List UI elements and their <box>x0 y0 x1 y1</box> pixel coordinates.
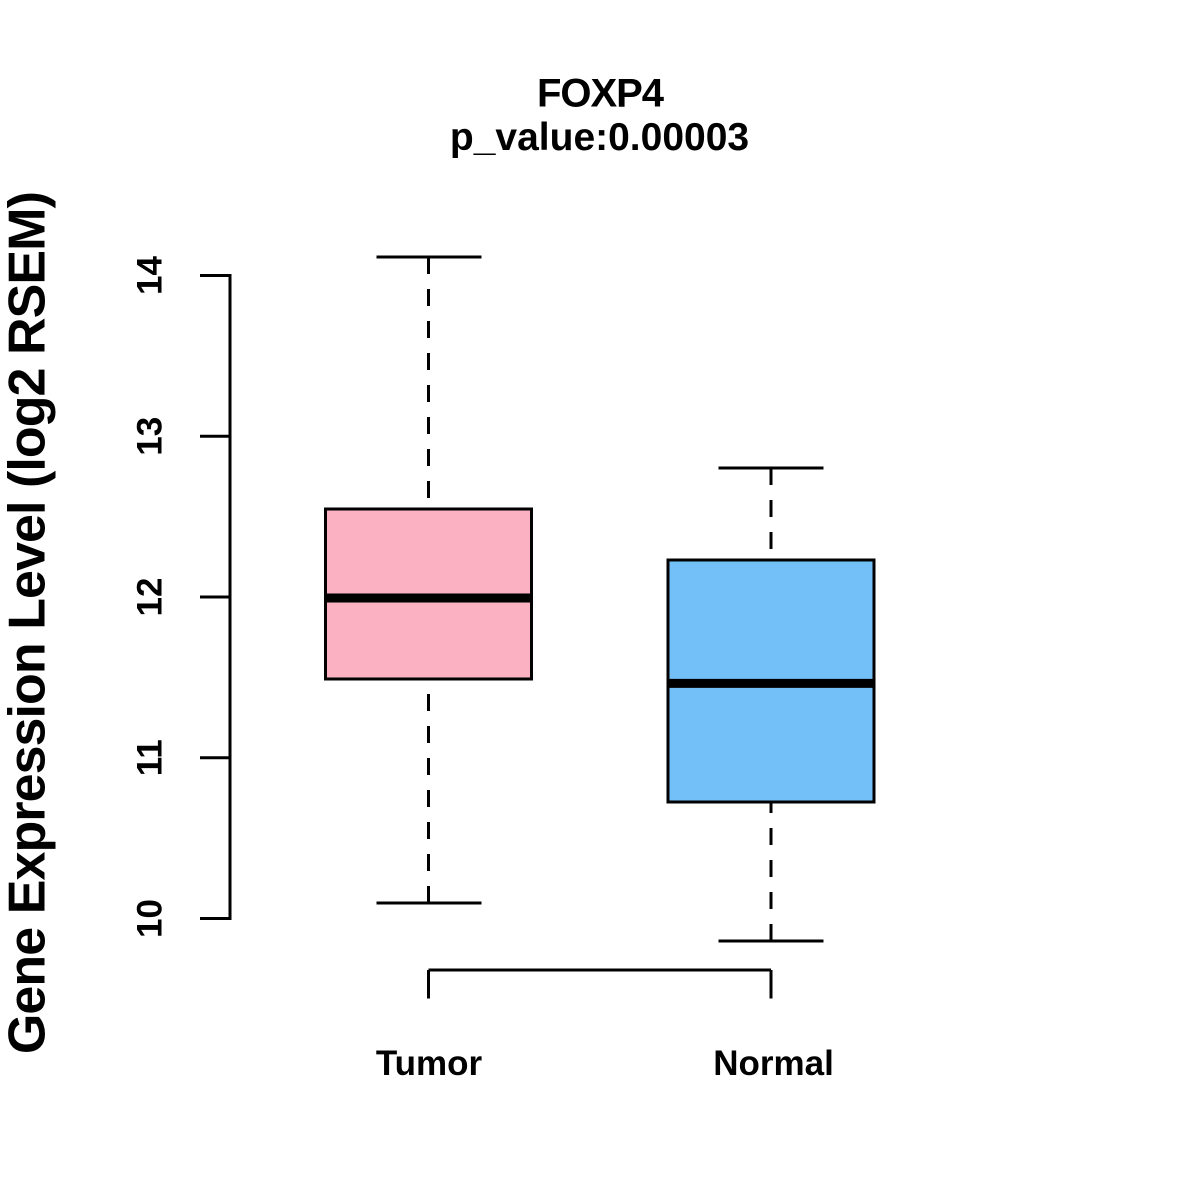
svg-text:Gene Expression Level (log2 RS: Gene Expression Level (log2 RSEM) <box>0 191 57 1054</box>
svg-text:Normal: Normal <box>713 1044 834 1083</box>
svg-text:Tumor: Tumor <box>376 1044 483 1083</box>
svg-text:FOXP4: FOXP4 <box>537 71 665 115</box>
svg-text:14: 14 <box>131 256 170 295</box>
svg-text:10: 10 <box>131 899 170 938</box>
svg-text:11: 11 <box>131 739 170 776</box>
svg-text:p_value:0.00003: p_value:0.00003 <box>450 116 749 159</box>
svg-text:12: 12 <box>131 578 170 617</box>
svg-text:13: 13 <box>131 417 170 456</box>
